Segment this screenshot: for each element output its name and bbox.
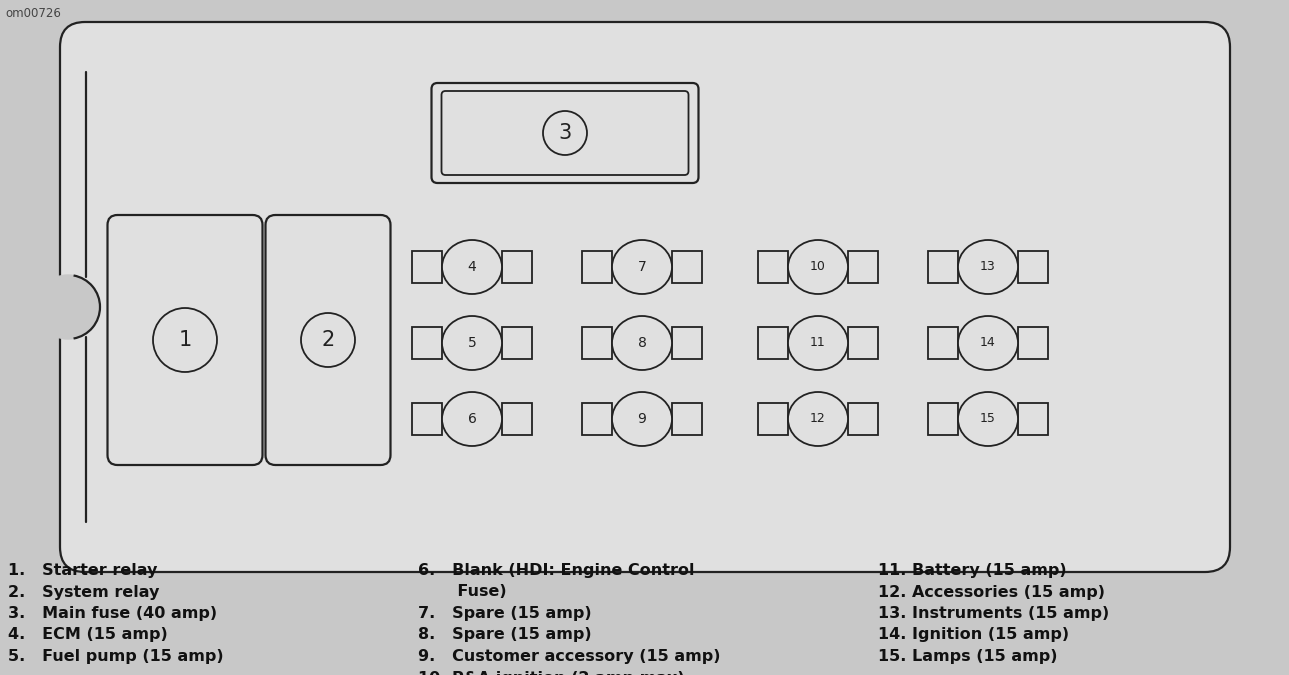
Text: 6: 6 — [468, 412, 477, 426]
Text: 10: 10 — [809, 261, 826, 273]
Text: 14: 14 — [980, 337, 996, 350]
Text: Fuse): Fuse) — [418, 585, 507, 599]
Ellipse shape — [612, 316, 672, 370]
Bar — [583, 327, 612, 359]
Circle shape — [153, 308, 217, 372]
Text: 5.   Fuel pump (15 amp): 5. Fuel pump (15 amp) — [8, 649, 223, 664]
Bar — [928, 251, 958, 283]
Bar — [1018, 327, 1048, 359]
Ellipse shape — [788, 240, 848, 294]
Text: 1: 1 — [178, 330, 192, 350]
Ellipse shape — [612, 240, 672, 294]
FancyBboxPatch shape — [266, 215, 391, 465]
Bar — [758, 251, 788, 283]
Bar — [1018, 403, 1048, 435]
FancyBboxPatch shape — [61, 22, 1230, 572]
Text: 5: 5 — [468, 336, 477, 350]
Bar — [758, 327, 788, 359]
Text: 6.   Blank (HDI: Engine Control: 6. Blank (HDI: Engine Control — [418, 563, 695, 578]
Text: 11: 11 — [809, 337, 826, 350]
Text: 9.   Customer accessory (15 amp): 9. Customer accessory (15 amp) — [418, 649, 721, 664]
Text: 15: 15 — [980, 412, 996, 425]
Text: 14. Ignition (15 amp): 14. Ignition (15 amp) — [878, 628, 1069, 643]
Ellipse shape — [958, 392, 1018, 446]
Bar — [412, 251, 442, 283]
Circle shape — [543, 111, 586, 155]
Ellipse shape — [442, 316, 501, 370]
Text: 13: 13 — [980, 261, 996, 273]
Text: 11. Battery (15 amp): 11. Battery (15 amp) — [878, 563, 1066, 578]
Ellipse shape — [788, 392, 848, 446]
Text: 12. Accessories (15 amp): 12. Accessories (15 amp) — [878, 585, 1105, 599]
Ellipse shape — [788, 316, 848, 370]
Bar — [583, 403, 612, 435]
Text: 8.   Spare (15 amp): 8. Spare (15 amp) — [418, 628, 592, 643]
Text: 15. Lamps (15 amp): 15. Lamps (15 amp) — [878, 649, 1057, 664]
Bar — [928, 403, 958, 435]
Bar — [672, 251, 703, 283]
Bar — [672, 403, 703, 435]
Bar — [501, 403, 532, 435]
Text: 2: 2 — [321, 330, 335, 350]
Text: 13. Instruments (15 amp): 13. Instruments (15 amp) — [878, 606, 1110, 621]
Ellipse shape — [958, 240, 1018, 294]
Text: 8: 8 — [638, 336, 647, 350]
Bar — [501, 251, 532, 283]
Text: 7.   Spare (15 amp): 7. Spare (15 amp) — [418, 606, 592, 621]
Bar — [412, 403, 442, 435]
Text: om00726: om00726 — [5, 7, 61, 20]
Bar — [1018, 251, 1048, 283]
FancyBboxPatch shape — [442, 91, 688, 175]
Bar — [848, 327, 878, 359]
Bar — [848, 251, 878, 283]
Bar — [928, 327, 958, 359]
Ellipse shape — [442, 392, 501, 446]
Circle shape — [36, 275, 101, 339]
Circle shape — [302, 313, 354, 367]
FancyBboxPatch shape — [107, 215, 263, 465]
Ellipse shape — [612, 392, 672, 446]
Bar — [758, 403, 788, 435]
FancyBboxPatch shape — [432, 83, 699, 183]
Bar — [848, 403, 878, 435]
Ellipse shape — [442, 240, 501, 294]
Bar — [412, 327, 442, 359]
Text: 2.   System relay: 2. System relay — [8, 585, 160, 599]
Text: 9: 9 — [638, 412, 647, 426]
Bar — [672, 327, 703, 359]
Text: 4: 4 — [468, 260, 477, 274]
Text: 1.   Starter relay: 1. Starter relay — [8, 563, 157, 578]
Text: 3: 3 — [558, 123, 571, 143]
Ellipse shape — [958, 316, 1018, 370]
Text: 4.   ECM (15 amp): 4. ECM (15 amp) — [8, 628, 168, 643]
Text: 10. P&A ignition (2 amp max): 10. P&A ignition (2 amp max) — [418, 670, 684, 675]
Text: 3.   Main fuse (40 amp): 3. Main fuse (40 amp) — [8, 606, 217, 621]
Bar — [583, 251, 612, 283]
Bar — [501, 327, 532, 359]
Text: 12: 12 — [809, 412, 826, 425]
Text: 7: 7 — [638, 260, 646, 274]
